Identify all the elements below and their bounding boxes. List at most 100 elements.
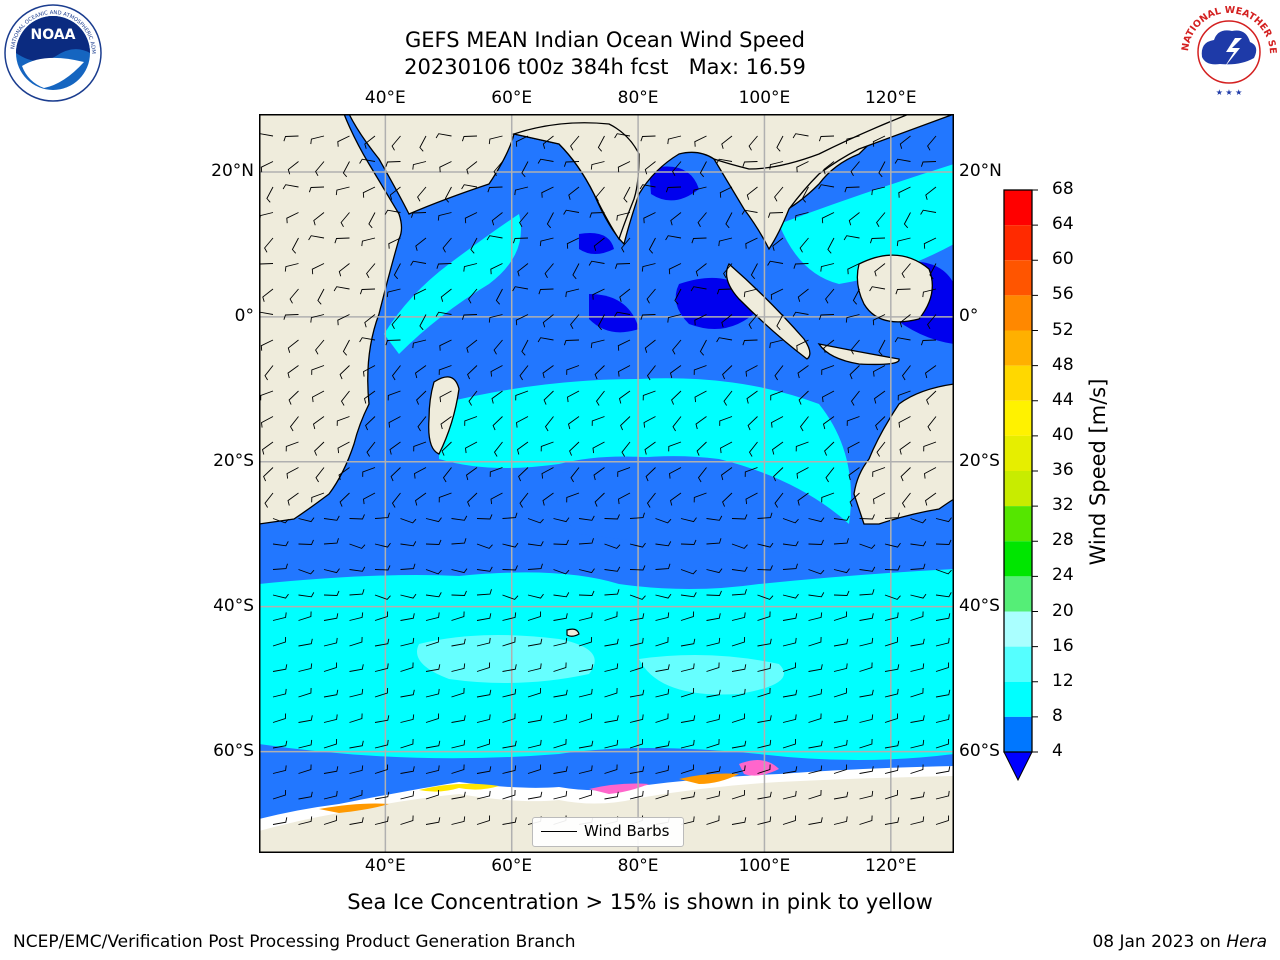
wind-barb: [674, 288, 682, 305]
wind-barb: [884, 542, 901, 548]
wind-barb: [464, 212, 478, 224]
wind-barb: [570, 467, 580, 483]
wind-barb: [859, 543, 876, 549]
wind-barb: [512, 237, 529, 244]
wind-barb: [451, 739, 466, 749]
wind-patch-12-16-b: [639, 655, 784, 695]
wind-barb: [467, 365, 478, 380]
wind-barb: [620, 416, 631, 431]
colorbar-band: [1004, 295, 1032, 331]
wind-barb: [850, 161, 860, 177]
wind-barb: [821, 365, 835, 375]
wind-barb: [782, 613, 798, 621]
wind-barb: [595, 390, 605, 406]
wind-barb: [876, 212, 886, 228]
wind-barb: [680, 715, 696, 723]
wind-barb: [436, 263, 452, 269]
wind-band-8-12-scs: [779, 164, 954, 284]
wind-barb: [298, 764, 312, 774]
wind-barb: [629, 790, 644, 800]
wind-barb: [668, 263, 682, 275]
wind-band-8-12-south: [259, 569, 954, 760]
sea-ice-pink-a: [589, 783, 649, 794]
wind-barb: [923, 237, 937, 249]
wind-barb: [655, 740, 670, 749]
colorbar-tick-label: 28: [1052, 530, 1074, 551]
wind-barb: [792, 311, 809, 317]
colorbar-tick-label: 20: [1052, 600, 1074, 621]
wind-barb: [695, 416, 707, 430]
wind-barb: [935, 637, 950, 647]
wind-barb: [935, 689, 951, 698]
wind-barb: [629, 542, 646, 548]
wind-barb: [629, 689, 645, 698]
wind-barb: [900, 467, 911, 482]
land-sumatra: [725, 262, 811, 360]
wind-barb: [706, 689, 721, 698]
wind-barb: [365, 416, 376, 431]
wind-barb: [502, 765, 517, 774]
wind-barb: [272, 817, 288, 825]
wind-barb: [516, 416, 529, 428]
wind-barb: [808, 539, 824, 545]
wind-barb: [721, 135, 733, 149]
wind-barb: [680, 592, 697, 598]
wind-barb: [718, 237, 733, 247]
wind-barb: [910, 541, 927, 547]
wind-barb: [400, 593, 417, 599]
wind-barb: [833, 715, 849, 723]
wind-barb: [578, 664, 594, 672]
wind-barb: [590, 161, 605, 170]
wind-barb: [593, 237, 605, 251]
wind-barb: [680, 611, 695, 621]
svg-text:★ ★ ★: ★ ★ ★: [1216, 88, 1243, 97]
wind-barb: [874, 263, 886, 277]
wind-barb: [594, 365, 605, 380]
wind-barb: [899, 441, 911, 455]
wind-barb: [468, 288, 478, 304]
wind-barb: [847, 441, 860, 454]
wind-barb: [262, 288, 274, 302]
wind-barb: [833, 568, 850, 574]
wind-barb: [385, 339, 401, 346]
wind-barb: [742, 161, 758, 167]
wind-barb: [400, 790, 415, 800]
wind-barb: [706, 790, 721, 800]
wind-barb: [374, 594, 391, 600]
colorbar-band: [1004, 260, 1032, 296]
wind-barb: [385, 161, 401, 167]
wind-barb: [578, 568, 595, 574]
wind-barb: [680, 764, 695, 774]
wind-barb: [336, 416, 350, 426]
wind-barb: [731, 740, 747, 749]
wind-barb: [476, 566, 493, 572]
wind-barb: [621, 441, 631, 457]
wind-barb: [425, 592, 442, 598]
wind-barb: [315, 339, 325, 355]
wind-barb: [439, 390, 452, 403]
map-frame: [259, 114, 954, 853]
wind-barb: [519, 212, 529, 228]
wind-barb: [706, 515, 723, 521]
wind-barb: [706, 815, 720, 825]
wind-barb: [272, 664, 288, 672]
wind-barb: [884, 713, 899, 723]
wind-barb: [680, 687, 695, 698]
wind-barb: [629, 637, 644, 647]
map-legend: Wind Barbs: [532, 817, 684, 847]
wind-barb: [502, 612, 517, 621]
colorbar-tick-label: 52: [1052, 319, 1074, 340]
wind-barb: [563, 339, 580, 346]
wind-barb: [646, 288, 656, 304]
wind-barb: [298, 638, 313, 647]
wind-barb: [604, 611, 618, 621]
wind-barb: [527, 739, 542, 749]
wind-barb: [264, 237, 274, 253]
wind-barb: [425, 740, 441, 749]
colorbar-band: [1004, 365, 1032, 401]
wind-barb: [782, 815, 797, 825]
wind-barb: [491, 390, 503, 404]
wind-barb: [716, 288, 733, 295]
land-india: [511, 122, 640, 241]
wind-barb: [903, 212, 911, 229]
